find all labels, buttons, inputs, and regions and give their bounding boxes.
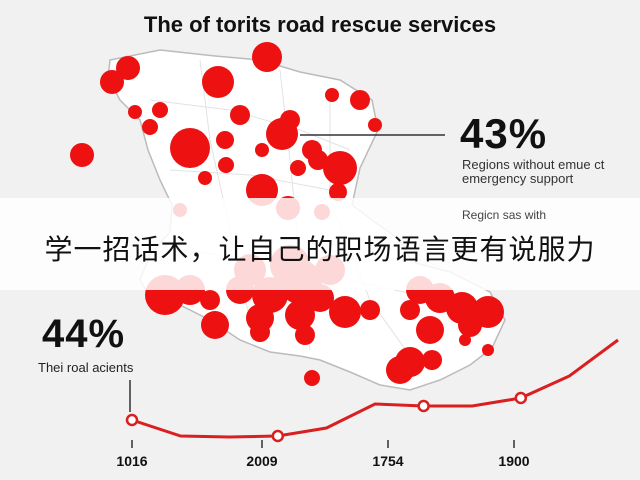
map-marker-24 bbox=[329, 183, 347, 201]
map-marker-21 bbox=[323, 151, 357, 185]
map-marker-13 bbox=[170, 128, 210, 168]
map-marker-20 bbox=[290, 160, 306, 176]
map-marker-41 bbox=[201, 311, 229, 339]
map-marker-40 bbox=[200, 290, 220, 310]
overlay-banner-text: 学一招话术，让自己的职场语言更有说服力 bbox=[44, 234, 596, 265]
map-marker-55 bbox=[304, 370, 320, 386]
map-marker-8 bbox=[142, 119, 158, 135]
map-marker-18 bbox=[308, 150, 328, 170]
map-marker-19 bbox=[218, 157, 234, 173]
stat-primary-caption: Regions without emue ct emergency suppor… bbox=[462, 157, 605, 186]
map-marker-11 bbox=[266, 118, 298, 150]
map-marker-0 bbox=[116, 56, 140, 80]
stat-secondary-caption: Thei roal acients bbox=[38, 360, 134, 375]
x-tick-label-2: 1754 bbox=[372, 453, 403, 469]
data-point-6 bbox=[417, 399, 430, 413]
data-point-8 bbox=[514, 391, 528, 405]
map-marker-57 bbox=[459, 334, 471, 346]
data-point-0 bbox=[125, 413, 139, 427]
map-marker-5 bbox=[350, 90, 370, 110]
series-line bbox=[131, 338, 619, 439]
map-marker-14 bbox=[368, 118, 382, 132]
map-marker-7 bbox=[128, 105, 142, 119]
map-marker-42 bbox=[250, 322, 270, 342]
stat-primary-caption-2: Regicn sas with bbox=[462, 208, 547, 222]
map-marker-15 bbox=[70, 143, 94, 167]
x-tick-label-0: 1016 bbox=[116, 453, 147, 469]
map-marker-34 bbox=[306, 284, 334, 312]
stat-secondary-value: 44% bbox=[42, 312, 126, 356]
x-tick-label-1: 2009 bbox=[246, 453, 277, 469]
x-tick-label-3: 1900 bbox=[498, 453, 529, 469]
map-marker-43 bbox=[295, 325, 315, 345]
map-marker-12 bbox=[216, 131, 234, 149]
stat-primary-value: 43% bbox=[460, 110, 548, 157]
map-marker-9 bbox=[230, 105, 250, 125]
map-marker-4 bbox=[325, 88, 339, 102]
map-marker-3 bbox=[252, 42, 282, 72]
map-marker-6 bbox=[152, 102, 168, 118]
data-point-3 bbox=[271, 429, 285, 443]
map-marker-49 bbox=[416, 316, 444, 344]
map-marker-16 bbox=[255, 143, 269, 157]
chart-title: The of torits road rescue services bbox=[143, 12, 497, 37]
map-marker-22 bbox=[198, 171, 212, 185]
map-marker-54 bbox=[360, 300, 380, 320]
map-marker-53 bbox=[386, 356, 414, 384]
map-marker-1 bbox=[100, 70, 124, 94]
map-marker-47 bbox=[400, 300, 420, 320]
overlay-banner bbox=[0, 198, 640, 290]
map-marker-56 bbox=[482, 344, 494, 356]
map-marker-35 bbox=[329, 296, 361, 328]
map-marker-51 bbox=[422, 350, 442, 370]
map-marker-2 bbox=[202, 66, 234, 98]
map-marker-36 bbox=[285, 300, 315, 330]
map-marker-50 bbox=[458, 313, 482, 337]
